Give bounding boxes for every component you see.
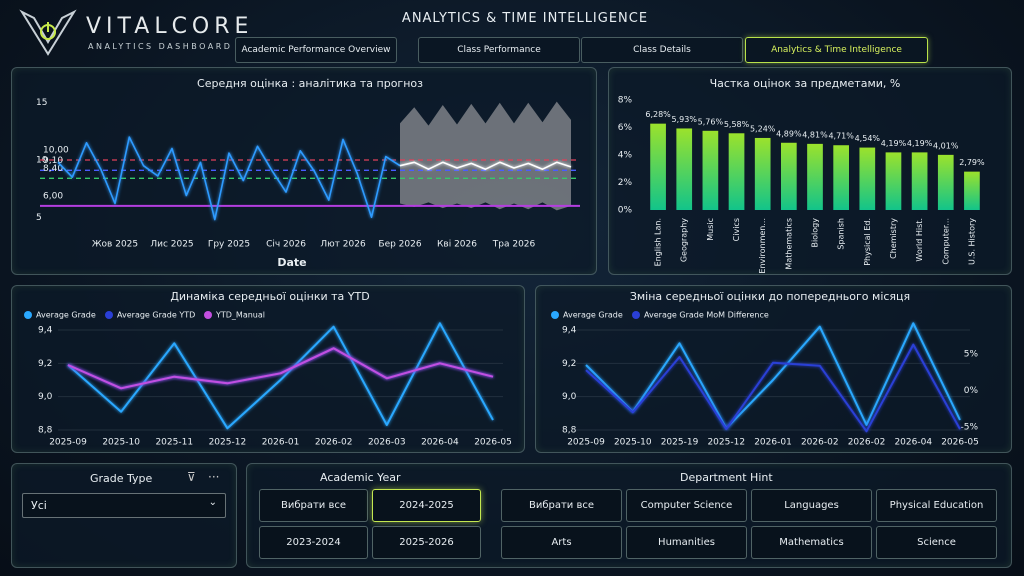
slicer-title: Academic Year [320, 471, 401, 484]
tab[interactable]: Class Performance [418, 37, 580, 63]
slicer-title: Grade Type [90, 472, 153, 485]
option-button[interactable]: Mathematics [751, 526, 872, 559]
option-button[interactable]: 2025-2026 [372, 526, 481, 559]
dropdown[interactable]: Усі ⌄ [22, 493, 226, 518]
panel [608, 67, 1012, 275]
brand: VITALCORE [86, 14, 254, 39]
option-button[interactable]: Science [876, 526, 997, 559]
filter-icon[interactable]: ⊽ [187, 470, 196, 484]
option-button[interactable]: Arts [501, 526, 622, 559]
panel [11, 67, 597, 275]
more-icon[interactable]: ··· [208, 470, 220, 484]
option-button[interactable]: Вибрати все [259, 489, 368, 522]
page-title: ANALYTICS & TIME INTELLIGENCE [401, 11, 649, 26]
option-button[interactable]: 2023-2024 [259, 526, 368, 559]
option-button[interactable]: Вибрати все [501, 489, 622, 522]
panel [535, 285, 1012, 453]
slicer-title: Department Hint [680, 471, 773, 484]
option-button-selected[interactable]: 2024-2025 [372, 489, 481, 522]
logo [19, 9, 77, 56]
tab-active[interactable]: Analytics & Time Intelligence [745, 37, 928, 63]
tab[interactable]: Class Details [581, 37, 743, 63]
panel [11, 285, 525, 453]
option-button[interactable]: Computer Science [626, 489, 747, 522]
tab[interactable]: Academic Performance Overview [235, 37, 397, 63]
dropdown-value: Усі [31, 499, 47, 512]
option-button[interactable]: Languages [751, 489, 872, 522]
brand-subtitle: ANALYTICS DASHBOARD [88, 42, 233, 51]
option-button[interactable]: Physical Education [876, 489, 997, 522]
option-button[interactable]: Humanities [626, 526, 747, 559]
